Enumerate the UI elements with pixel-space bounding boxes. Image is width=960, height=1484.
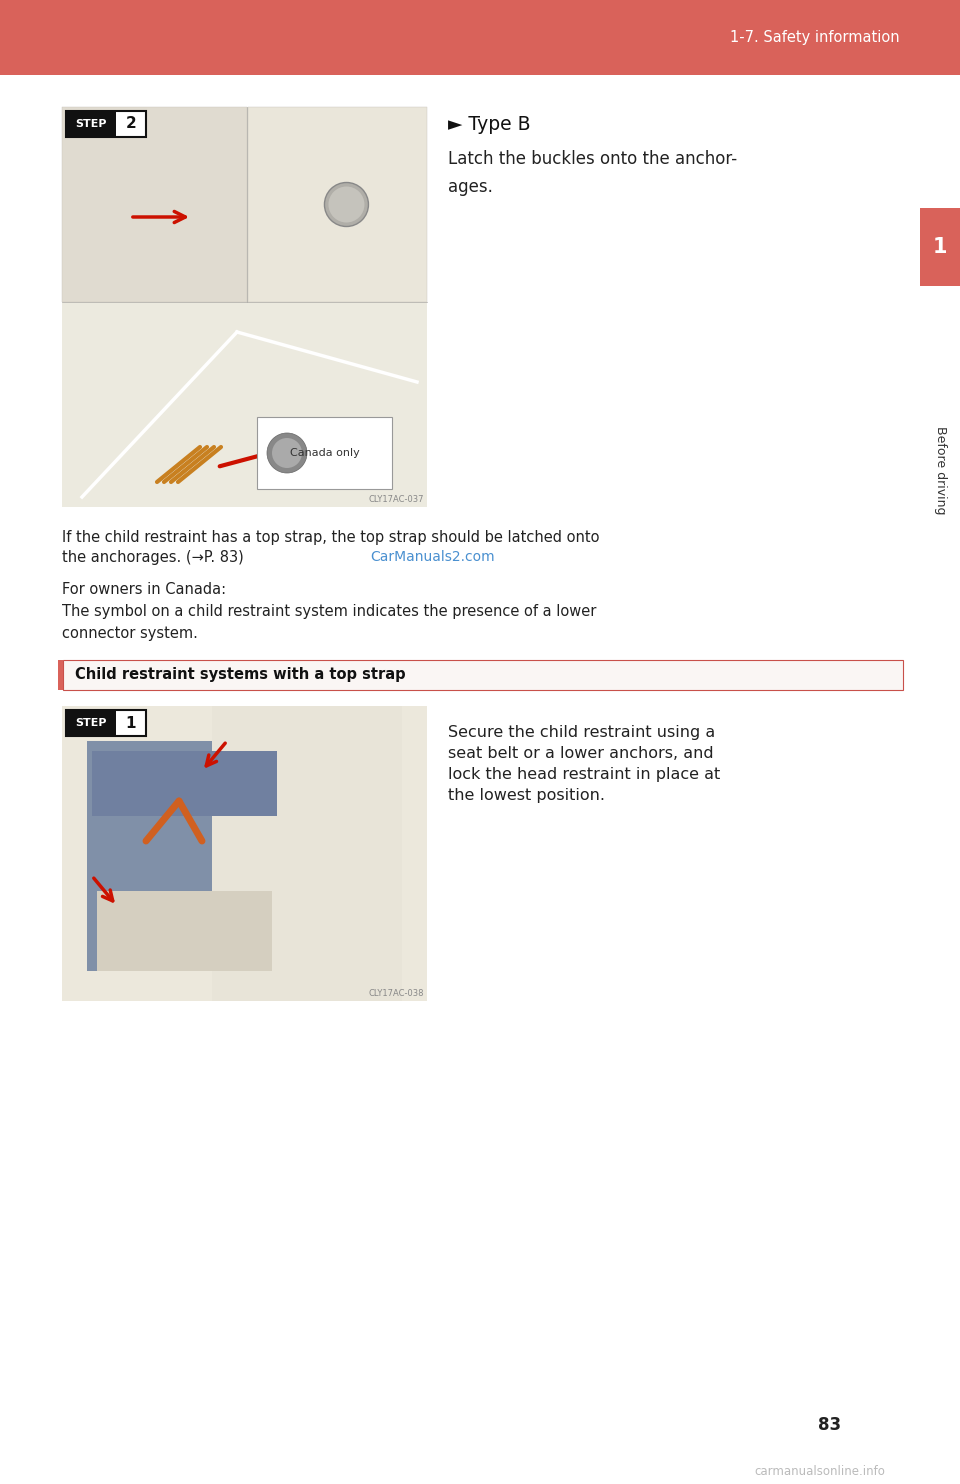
Text: For owners in Canada:: For owners in Canada: — [62, 582, 227, 597]
Text: the lowest position.: the lowest position. — [448, 788, 605, 803]
Text: Canada only: Canada only — [290, 448, 360, 459]
Bar — [0, 0, 960, 76]
Bar — [58, 660, 63, 690]
Text: STEP: STEP — [75, 119, 107, 129]
Bar — [920, 208, 960, 286]
Text: 2: 2 — [126, 117, 136, 132]
Bar — [92, 751, 277, 816]
Bar — [97, 890, 272, 971]
Circle shape — [328, 187, 365, 223]
Text: 1-7. Safety information: 1-7. Safety information — [731, 30, 900, 45]
Text: ages.: ages. — [448, 178, 492, 196]
Text: CLY17AC-037: CLY17AC-037 — [369, 496, 424, 505]
Bar — [257, 417, 392, 490]
Text: STEP: STEP — [75, 718, 107, 729]
Bar — [66, 709, 146, 736]
Text: lock the head restraint in place at: lock the head restraint in place at — [448, 767, 720, 782]
Bar — [212, 706, 402, 1002]
Bar — [248, 107, 427, 303]
Bar — [63, 660, 903, 690]
Bar — [66, 709, 116, 736]
Text: CarManuals2.com: CarManuals2.com — [370, 551, 494, 564]
Text: Latch the buckles onto the anchor-: Latch the buckles onto the anchor- — [448, 150, 737, 168]
Text: If the child restraint has a top strap, the top strap should be latched onto: If the child restraint has a top strap, … — [62, 530, 599, 545]
Text: 1: 1 — [126, 715, 136, 730]
Bar — [62, 107, 247, 303]
Circle shape — [324, 183, 369, 227]
Bar — [66, 111, 116, 137]
Text: Before driving: Before driving — [933, 426, 947, 515]
Bar — [62, 303, 427, 508]
Text: CLY17AC-038: CLY17AC-038 — [369, 988, 424, 999]
Text: the anchorages. (→P. 83): the anchorages. (→P. 83) — [62, 551, 244, 565]
Text: carmanualsonline.info: carmanualsonline.info — [755, 1465, 885, 1478]
Text: 83: 83 — [819, 1416, 842, 1434]
Text: connector system.: connector system. — [62, 626, 198, 641]
Bar — [62, 107, 427, 508]
Bar — [66, 111, 146, 137]
Text: ► Type B: ► Type B — [448, 114, 531, 134]
Circle shape — [267, 433, 307, 473]
Bar — [87, 741, 282, 971]
Text: The symbol on a child restraint system indicates the presence of a lower: The symbol on a child restraint system i… — [62, 604, 596, 619]
Text: 1: 1 — [933, 237, 948, 257]
Text: Secure the child restraint using a: Secure the child restraint using a — [448, 726, 715, 741]
Circle shape — [272, 438, 302, 467]
Text: Child restraint systems with a top strap: Child restraint systems with a top strap — [75, 668, 406, 683]
Text: seat belt or a lower anchors, and: seat belt or a lower anchors, and — [448, 746, 713, 761]
Bar — [62, 706, 427, 1002]
